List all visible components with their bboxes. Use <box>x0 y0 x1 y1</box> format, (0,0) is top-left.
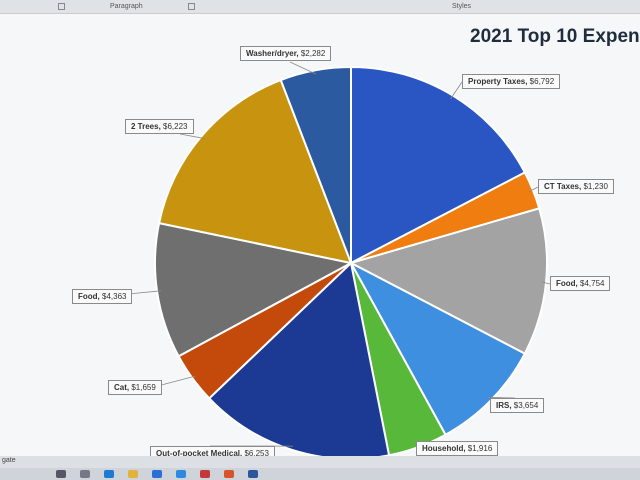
callout-food-2: Food, $4,363 <box>72 289 133 304</box>
task-view-icon[interactable] <box>80 470 90 478</box>
slice-value: $6,223 <box>163 122 188 131</box>
windows-taskbar <box>0 468 640 480</box>
slice-label: 2 Trees <box>131 122 159 131</box>
slice-value: $6,792 <box>529 77 555 86</box>
slice-label: Food <box>78 292 98 301</box>
slice-value: $4,754 <box>580 279 605 288</box>
pie-slice <box>207 261 391 456</box>
callout-washer-dryer: Washer/dryer, $2,282 <box>240 46 332 61</box>
word-icon[interactable] <box>248 470 258 478</box>
slice-value: $1,230 <box>583 182 608 191</box>
document-page: 2021 Top 10 Expenses Property Taxes, $6,… <box>0 14 640 461</box>
leader-line <box>450 81 463 100</box>
slice-label: Property Taxes <box>468 77 526 86</box>
slice-value: $2,282 <box>300 49 326 58</box>
search-icon[interactable] <box>56 470 66 478</box>
status-text: gate <box>2 457 16 464</box>
slice-label: Cat <box>114 383 127 392</box>
slice-value: $3,654 <box>513 401 539 410</box>
pie-slice <box>157 78 353 265</box>
store-icon[interactable] <box>152 470 162 478</box>
slice-label: Out-of-pocket Medical <box>156 449 241 458</box>
leader-line <box>542 281 551 285</box>
callout-cat: Cat, $1,659 <box>108 380 162 395</box>
chart-title: 2021 Top 10 Expenses <box>470 26 640 47</box>
mail-icon[interactable] <box>176 470 186 478</box>
slice-label: Household <box>422 444 464 453</box>
edge-icon[interactable] <box>104 470 114 478</box>
pie-slices <box>154 65 548 456</box>
leader-line <box>289 61 317 75</box>
callout-ct-taxes: CT Taxes, $1,230 <box>538 179 614 194</box>
explorer-icon[interactable] <box>128 470 138 478</box>
callout-property-taxes: Property Taxes, $6,792 <box>462 74 561 89</box>
callout-2-trees: 2 Trees, $6,223 <box>125 119 194 134</box>
callout-household: Household, $1,916 <box>416 441 499 456</box>
slice-label: Food <box>556 279 576 288</box>
dialog-launcher-icon[interactable] <box>188 3 195 10</box>
ribbon-bar: Paragraph Styles <box>0 0 640 14</box>
dialog-launcher-icon[interactable] <box>58 3 65 10</box>
pie-chart <box>127 61 551 456</box>
office-icon[interactable] <box>224 470 234 478</box>
pie-slice <box>279 65 352 264</box>
ribbon-group-styles: Styles <box>452 3 472 10</box>
status-bar: gate <box>0 456 640 468</box>
pie-slice <box>348 207 548 356</box>
callout-irs: IRS, $3,654 <box>490 398 545 413</box>
app-icon[interactable] <box>200 470 210 478</box>
slice-label: IRS <box>496 401 510 410</box>
slice-value: $4,363 <box>102 292 127 301</box>
callout-food-1: Food, $4,754 <box>550 276 611 291</box>
slice-label: CT Taxes <box>544 182 579 191</box>
leader-line <box>488 396 516 399</box>
slice-value: $1,659 <box>131 383 156 392</box>
leader-line <box>179 133 205 139</box>
callout-leader-lines <box>127 61 551 447</box>
slice-value: $1,916 <box>467 444 493 453</box>
slice-label: Washer/dryer <box>246 49 297 58</box>
leader-line <box>127 290 161 295</box>
leader-line <box>529 186 539 192</box>
slice-value: $6,253 <box>244 449 269 458</box>
ribbon-group-paragraph: Paragraph <box>110 3 143 10</box>
